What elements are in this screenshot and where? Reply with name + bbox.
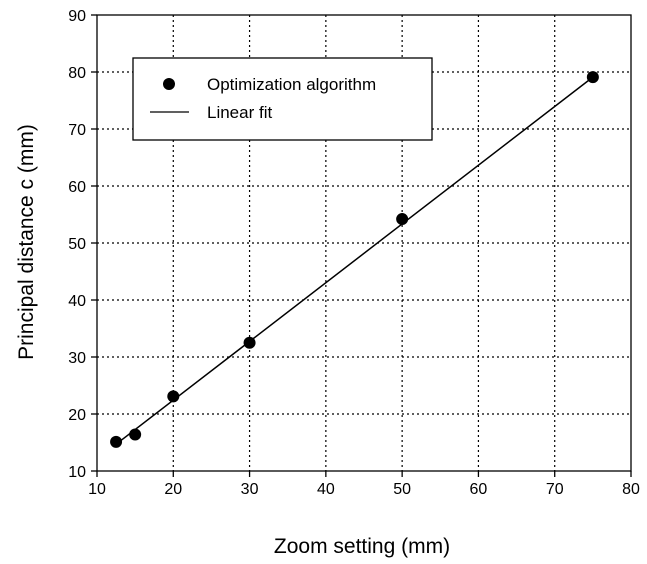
fit-line-layer — [115, 76, 594, 445]
x-tick-label: 30 — [241, 481, 259, 498]
legend-box — [132, 57, 433, 141]
x-tick-label: 10 — [88, 481, 106, 498]
data-point — [586, 71, 599, 84]
y-tick-label: 50 — [68, 236, 86, 253]
legend: Optimization algorithm Linear fit — [132, 57, 433, 141]
legend-marker-scatter — [163, 78, 175, 90]
x-tick-label: 80 — [622, 481, 640, 498]
axis-ticks — [91, 14, 632, 477]
y-tick-label: 20 — [68, 407, 86, 424]
x-tick-label: 20 — [164, 481, 182, 498]
x-tick-label: 60 — [470, 481, 488, 498]
data-point — [110, 435, 123, 448]
x-tick-labels: 10 20 30 40 50 60 70 80 — [88, 481, 640, 498]
y-tick-label: 80 — [68, 65, 86, 82]
data-points — [110, 71, 599, 448]
x-axis-label: Zoom setting (mm) — [274, 535, 450, 558]
y-tick-labels: 10 20 30 40 50 60 70 80 90 — [68, 8, 86, 481]
x-tick-label: 70 — [546, 481, 564, 498]
data-point — [396, 213, 409, 226]
data-point — [167, 390, 180, 403]
legend-label-linear-fit: Linear fit — [207, 103, 272, 122]
data-point — [129, 428, 142, 441]
linear-fit-line — [115, 76, 594, 445]
y-tick-label: 90 — [68, 8, 86, 25]
y-tick-label: 60 — [68, 179, 86, 196]
y-tick-label: 70 — [68, 122, 86, 139]
legend-label-optimization: Optimization algorithm — [207, 75, 376, 94]
data-point — [243, 336, 256, 349]
x-tick-label: 40 — [317, 481, 335, 498]
y-axis-label: Principal distance c (mm) — [15, 124, 38, 360]
y-tick-label: 10 — [68, 464, 86, 481]
y-tick-label: 30 — [68, 350, 86, 367]
x-tick-label: 50 — [393, 481, 411, 498]
y-tick-label: 40 — [68, 293, 86, 310]
